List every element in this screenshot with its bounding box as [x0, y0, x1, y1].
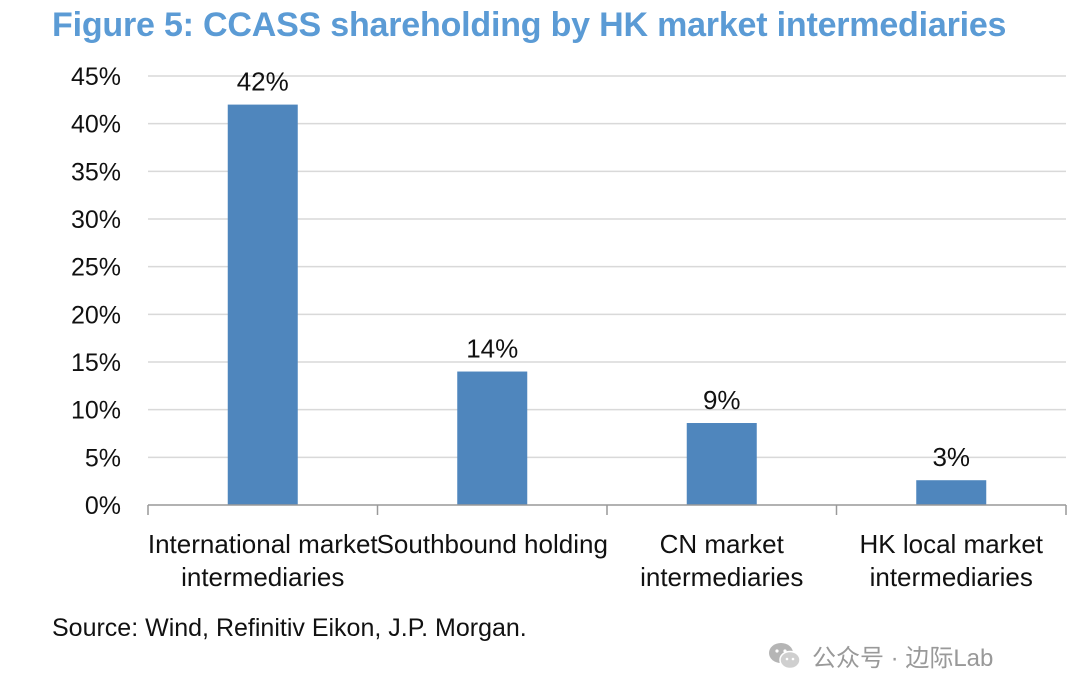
data-label: 3%: [932, 442, 970, 472]
y-tick-label: 45%: [71, 63, 121, 91]
y-tick-label: 25%: [71, 254, 121, 282]
bar: [686, 423, 757, 505]
chart-title: Figure 5: CCASS shareholding by HK marke…: [52, 6, 1007, 44]
y-tick-label: 35%: [71, 158, 121, 186]
x-tick-label: intermediaries: [640, 562, 803, 592]
x-tick-label: intermediaries: [181, 562, 344, 592]
x-tick-label: International market: [148, 529, 379, 559]
y-tick-labels: 0% 5% 10% 15% 20% 25% 30% 35% 40% 45%: [71, 63, 121, 520]
y-tick-label: 10%: [71, 397, 121, 425]
grid-lines: [148, 75, 1066, 459]
y-tick-label: 30%: [71, 206, 121, 234]
y-tick-label: 15%: [71, 349, 121, 377]
watermark: 公众号 · 边际Lab: [768, 638, 993, 673]
x-tick-label: Southbound holding: [377, 529, 608, 559]
data-label: 42%: [237, 67, 289, 97]
data-label: 9%: [703, 385, 741, 415]
x-tick-label: HK local market: [860, 529, 1044, 559]
bars: [227, 104, 987, 505]
y-tick-label: 20%: [71, 301, 121, 329]
y-tick-label: 0%: [85, 492, 121, 520]
data-label: 14%: [466, 334, 518, 364]
wechat-icon: [769, 642, 801, 669]
watermark-text: 公众号 · 边际Lab: [812, 645, 994, 672]
y-tick-label: 40%: [71, 111, 121, 139]
bar: [457, 371, 528, 505]
bar: [227, 104, 298, 505]
bar-chart: 0%5%10%15%20%25%30%35%40%45% 42%14%9%3% …: [71, 63, 1067, 592]
data-labels: 42% 14% 9% 3%: [237, 67, 970, 473]
bar: [916, 480, 987, 505]
x-tick-label: CN market: [660, 529, 785, 559]
source-note: Source: Wind, Refinitiv Eikon, J.P. Morg…: [52, 614, 527, 642]
x-tick-labels: International marketintermediariesSouthb…: [148, 529, 1044, 592]
y-tick-label: 5%: [85, 444, 121, 472]
x-tick-label: intermediaries: [870, 562, 1033, 592]
x-axis: [147, 504, 1067, 515]
